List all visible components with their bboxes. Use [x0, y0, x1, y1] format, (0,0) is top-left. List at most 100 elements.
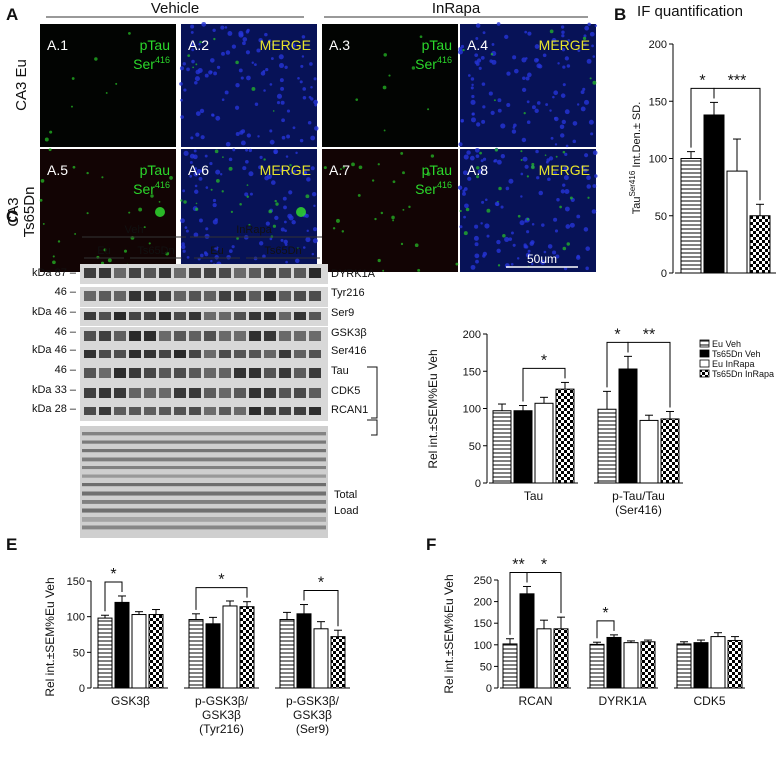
y-tick-label: 200 [463, 329, 481, 341]
nucleus-dot [496, 159, 502, 165]
signal-dot [430, 154, 435, 158]
blot-band [309, 312, 321, 320]
signal-dot [213, 37, 216, 41]
nucleus-dot [563, 266, 568, 271]
bar [513, 410, 533, 484]
blot-band [204, 368, 216, 378]
nucleus-dot [474, 253, 480, 259]
nucleus-dot [591, 209, 597, 214]
signal-dot [502, 233, 506, 238]
nucleus-dot [234, 105, 240, 110]
nucleus-dot [529, 241, 534, 246]
nucleus-dot [198, 218, 203, 223]
blot-band [219, 268, 231, 278]
signal-dot [494, 148, 499, 152]
nucleus-dot [527, 72, 532, 78]
nucleus-dot [531, 105, 536, 110]
nucleus-dot [205, 227, 209, 231]
tile-label-ptau: pTau [422, 162, 452, 178]
total-load-band [82, 500, 326, 504]
signal-dot [72, 165, 76, 169]
bar [623, 642, 639, 689]
signal-dot [297, 247, 299, 250]
signal-dot [222, 156, 224, 158]
blot-band [309, 350, 321, 358]
nucleus-dot [278, 54, 284, 60]
nucleus-dot [463, 187, 468, 191]
nucleus-dot [212, 202, 217, 208]
kda-marker: kDa 46 – [32, 344, 77, 356]
signal-dot [382, 85, 387, 90]
nucleus-dot [182, 62, 186, 66]
nucleus-dot [306, 229, 309, 233]
blot-band [234, 331, 246, 341]
nucleus-dot [286, 109, 291, 113]
significance-bracket [195, 587, 248, 610]
nucleus-dot [482, 105, 486, 109]
micrograph-tile: A.3 pTau Ser416 [322, 24, 458, 147]
micrograph-tile: A.5 pTau Ser416 [39, 148, 176, 272]
nucleus-dot [514, 68, 519, 74]
signal-dot [199, 40, 202, 44]
inrapa-header: InRapa [432, 0, 481, 17]
nucleus-dot [583, 99, 590, 105]
vehicle-header: Vehicle [151, 0, 199, 17]
nucleus-dot [185, 229, 189, 233]
tile-id: A.6 [188, 162, 209, 178]
nucleus-dot [457, 49, 463, 55]
nucleus-dot [561, 119, 566, 125]
nucleus-dot [313, 99, 318, 105]
nucleus-dot [209, 162, 213, 166]
nucleus-dot [224, 90, 229, 95]
nucleus-dot [242, 41, 246, 46]
blot-band [174, 291, 186, 301]
nucleus-dot [526, 120, 531, 124]
blot-band [144, 291, 156, 301]
micrograph-tile: A.6 MERGE [180, 148, 318, 273]
tile-id: A.3 [329, 37, 350, 53]
blot-band [84, 291, 96, 301]
nucleus-dot [583, 43, 587, 47]
nucleus-dot [214, 218, 218, 222]
chart-d: 0 50 100 150 200 Rel int.±SEM%Eu Veh Tau p-Tau/… [426, 326, 683, 517]
blot-band [279, 350, 291, 358]
blot-band [204, 350, 216, 358]
nucleus-dot [265, 67, 269, 72]
blot-band [159, 268, 171, 278]
nucleus-dot [584, 25, 590, 31]
blot-band [129, 407, 141, 415]
total-load-band [82, 474, 326, 478]
signal-dot [57, 240, 61, 243]
significance-label: * [699, 72, 705, 89]
nucleus-dot [494, 201, 500, 206]
signal-dot [526, 175, 529, 178]
nucleus-dot [457, 185, 463, 190]
signal-dot [128, 211, 131, 214]
blot-band [264, 407, 276, 415]
nucleus-dot [302, 246, 306, 249]
blot-band [309, 368, 321, 378]
nucleus-dot [560, 133, 565, 138]
signal-dot [305, 194, 310, 199]
nucleus-dot [245, 159, 249, 164]
nucleus-dot [538, 190, 544, 196]
nucleus-dot [310, 86, 313, 89]
nucleus-dot [531, 262, 534, 266]
nucleus-dot [194, 81, 198, 85]
nucleus-dot [216, 65, 221, 70]
legend-label: Eu Veh [712, 339, 741, 349]
nucleus-dot [271, 43, 275, 47]
blot-band [264, 331, 276, 341]
signal-dot [380, 211, 384, 215]
blot-band [99, 268, 111, 278]
nucleus-dot [460, 44, 465, 49]
tile-label-merge: MERGE [260, 162, 311, 178]
nucleus-dot [497, 108, 502, 113]
blot-band [234, 268, 246, 278]
blot-band [204, 268, 216, 278]
nucleus-dot [506, 71, 511, 76]
blot-group-1: Eu [97, 245, 110, 257]
nucleus-dot [590, 132, 594, 136]
blot-band [99, 388, 111, 398]
signal-dot [228, 166, 233, 171]
